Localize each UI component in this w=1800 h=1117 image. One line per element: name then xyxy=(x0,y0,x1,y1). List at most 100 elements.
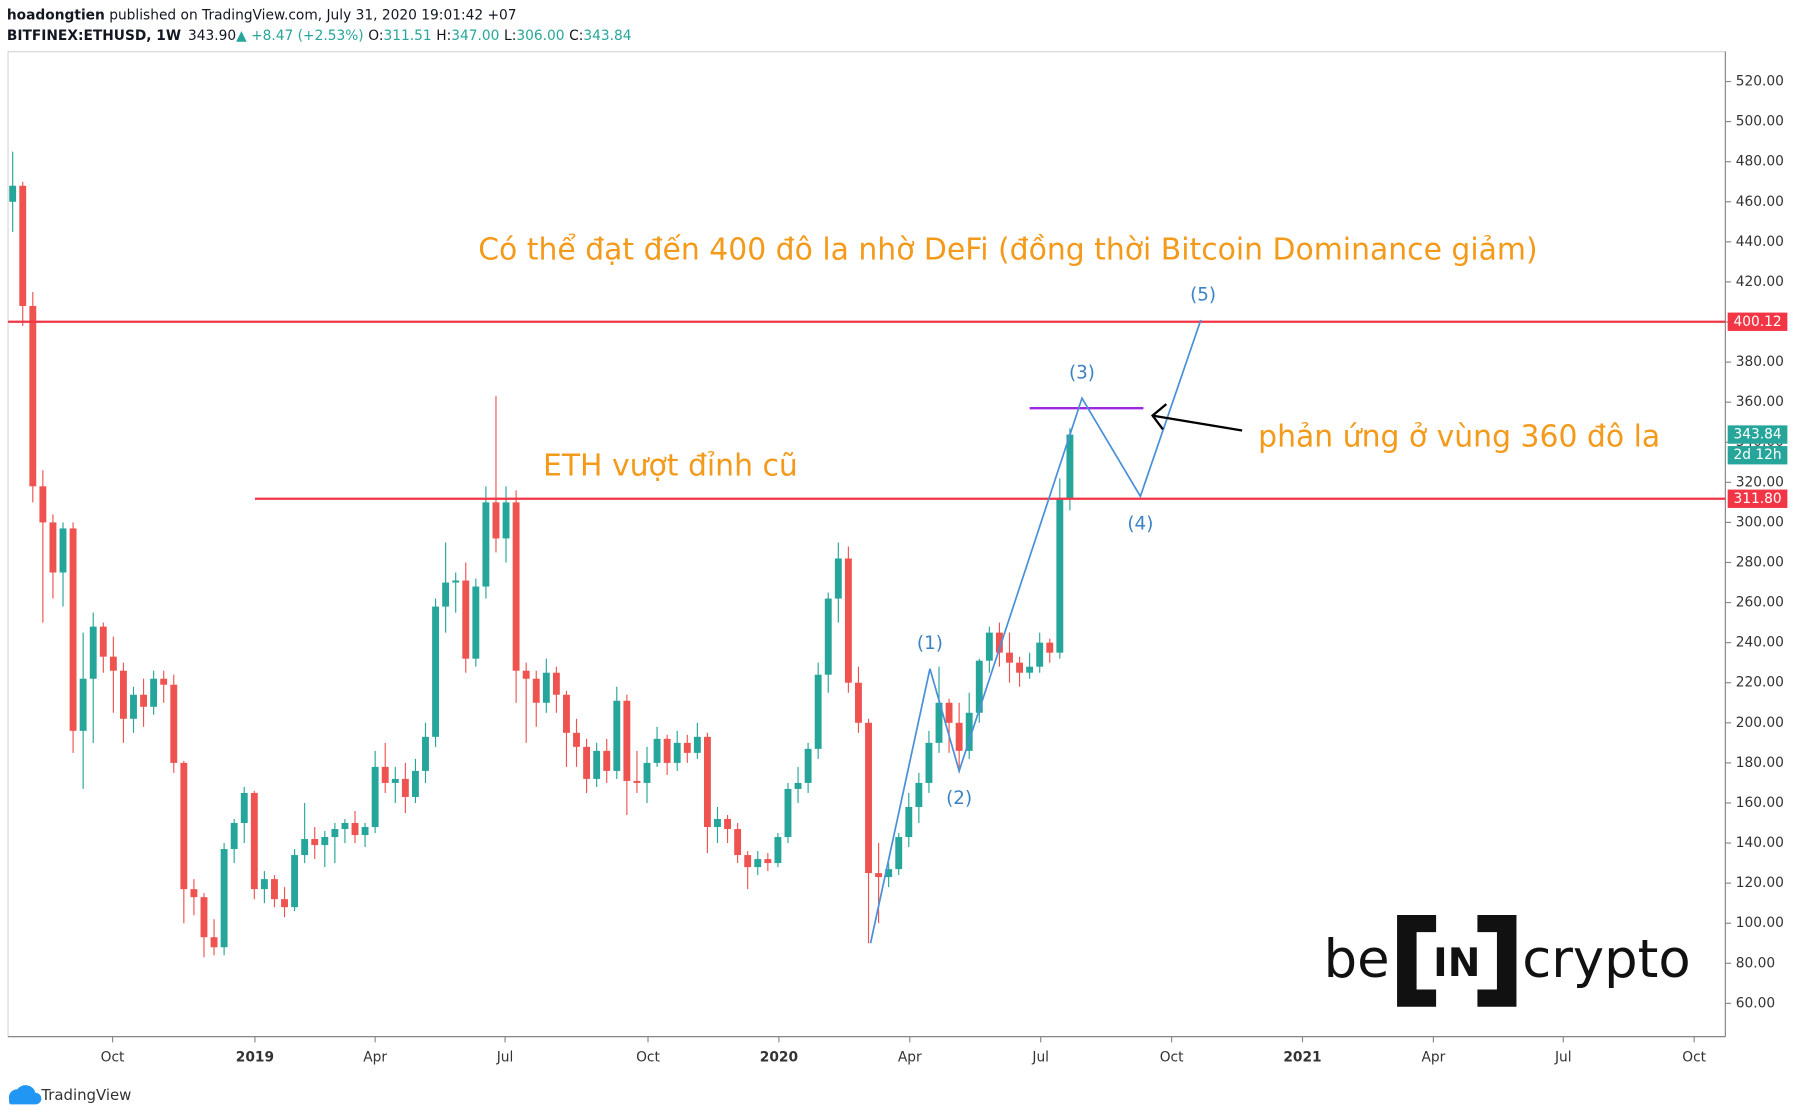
candle-body xyxy=(734,829,742,856)
plot xyxy=(8,151,1726,958)
candle-body xyxy=(250,792,258,890)
candle-body xyxy=(945,702,953,723)
y-tick-label: 300.00 xyxy=(1736,514,1784,530)
y-tick-label: 200.00 xyxy=(1736,715,1784,731)
candle-body xyxy=(895,837,903,870)
candle-body xyxy=(834,558,842,599)
candle-body xyxy=(1036,642,1044,667)
candle-body xyxy=(442,582,450,607)
header-item: 311.51 xyxy=(384,28,432,44)
header-item: 343.90 xyxy=(188,28,236,44)
candle-body xyxy=(271,879,278,900)
candle-body xyxy=(905,806,913,838)
header-item: 347.00 xyxy=(451,28,499,44)
candle-body xyxy=(603,750,611,771)
candle-body xyxy=(160,678,168,685)
candle-body xyxy=(724,818,732,830)
candle-body xyxy=(170,684,178,763)
candle-body xyxy=(462,580,470,659)
candle-body xyxy=(411,770,419,797)
logo: be IN crypto xyxy=(1324,914,1691,1007)
header-item: H: xyxy=(436,28,451,44)
last-price-tag xyxy=(1727,425,1788,444)
candle-body xyxy=(331,829,339,838)
x-tick-label: Apr xyxy=(1421,1049,1445,1065)
y-tick-label: 120.00 xyxy=(1736,875,1784,891)
candle-body xyxy=(99,626,107,657)
candle-body xyxy=(804,748,812,783)
footer-icon xyxy=(8,1085,42,1105)
candle-body xyxy=(542,672,550,703)
candle-body xyxy=(855,682,862,723)
x-tick-label: Jul xyxy=(1031,1049,1049,1065)
y-tick-label: 220.00 xyxy=(1736,675,1784,691)
candle-body xyxy=(512,502,520,671)
candle-body xyxy=(593,750,601,779)
arrow-shaft xyxy=(1152,414,1243,432)
candle-body xyxy=(301,839,309,856)
candle-body xyxy=(693,736,701,753)
candle-body xyxy=(1046,642,1054,653)
annotation: phản ứng ở vùng 360 đô la xyxy=(1258,420,1660,455)
candle-body xyxy=(321,837,329,846)
header-item: ▲ +8.47 (+2.53%) xyxy=(236,28,364,44)
candle-body xyxy=(522,670,530,679)
candle-body xyxy=(49,522,57,573)
candle-body xyxy=(985,632,993,661)
candle-body xyxy=(995,632,1003,653)
candle-body xyxy=(865,722,872,874)
candle-body xyxy=(955,722,963,751)
candle-body xyxy=(633,780,641,783)
candle-body xyxy=(814,674,822,749)
y-tick-label: 100.00 xyxy=(1736,915,1784,931)
candle-body xyxy=(140,694,148,707)
candle-body xyxy=(703,736,711,828)
candle-body xyxy=(220,849,228,948)
candle-body xyxy=(79,678,87,731)
candle-body xyxy=(774,837,782,864)
candle-body xyxy=(875,873,883,878)
candle-body xyxy=(361,827,369,836)
candle-body xyxy=(754,859,762,868)
logo-be: be xyxy=(1324,929,1390,990)
y-tick-label: 380.00 xyxy=(1736,354,1784,370)
candle-body xyxy=(1056,499,1064,653)
candle-body xyxy=(583,746,591,779)
arrow-head xyxy=(1150,403,1168,431)
x-tick-label: Oct xyxy=(636,1049,660,1065)
published: published on TradingView.com, July 31, 2… xyxy=(105,8,517,24)
y-tick-label: 500.00 xyxy=(1736,114,1784,130)
wave-label: (5) xyxy=(1190,284,1216,305)
wave-label: (2) xyxy=(946,788,972,809)
candle-body xyxy=(663,738,671,763)
x-tick-label: Oct xyxy=(1160,1049,1184,1065)
header-item: C: xyxy=(569,28,583,44)
candle-body xyxy=(351,823,359,836)
candle-body xyxy=(260,879,268,890)
logo-crypto: crypto xyxy=(1522,929,1691,990)
candle-body xyxy=(472,586,480,659)
candle-body xyxy=(482,502,490,587)
header-item: 343.84 xyxy=(583,28,631,44)
candle-body xyxy=(109,656,117,671)
countdown-label: 2d 12h xyxy=(1733,447,1781,463)
candle-body xyxy=(150,678,158,707)
header-line1: hoadongtien published on TradingView.com… xyxy=(7,8,517,24)
candle-body xyxy=(422,736,429,771)
elliott-wave xyxy=(869,319,1202,944)
y-tick-label: 180.00 xyxy=(1736,755,1784,771)
candle-body xyxy=(613,700,621,771)
candle-body xyxy=(200,897,208,938)
price-tag-label: 400.12 xyxy=(1733,314,1781,330)
candle-body xyxy=(291,855,299,908)
candle-body xyxy=(653,738,661,763)
candle-body xyxy=(371,766,379,828)
header-item: 306.00 xyxy=(516,28,564,44)
header-line2: BITFINEX:ETHUSD, 1W 343.90▲ +8.47 (+2.53%… xyxy=(7,28,632,44)
candle-body xyxy=(180,762,188,890)
candle-body xyxy=(19,185,27,306)
candle-body xyxy=(844,558,852,683)
logo-in: IN xyxy=(1433,941,1480,986)
y-tick-label: 160.00 xyxy=(1736,795,1784,811)
